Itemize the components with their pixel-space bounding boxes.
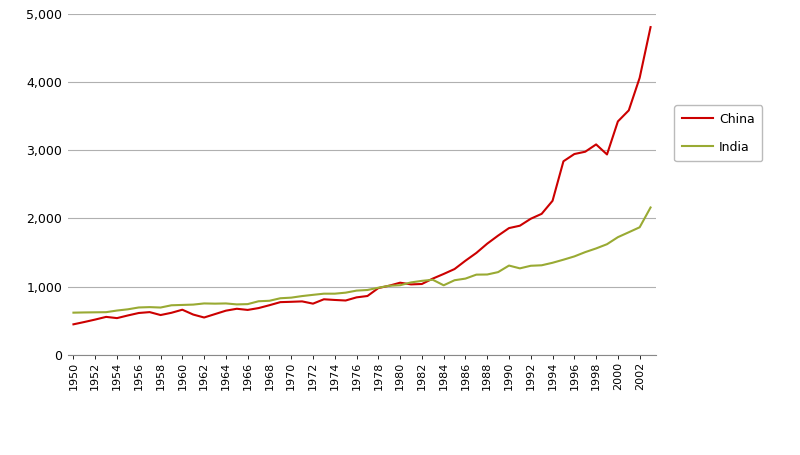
India (69, 310, 78, 315)
Legend: China, India: China, India (674, 105, 762, 161)
China (166, 310, 176, 315)
China (406, 282, 416, 287)
India (406, 280, 416, 285)
China (461, 258, 470, 263)
India (417, 278, 426, 283)
China (69, 322, 78, 327)
China (385, 283, 394, 288)
China (286, 299, 296, 304)
China (417, 281, 426, 287)
India (461, 276, 470, 281)
China (646, 25, 655, 30)
India (385, 283, 394, 288)
India (646, 205, 655, 210)
India (166, 303, 176, 308)
India (286, 295, 296, 300)
Line: India: India (74, 207, 650, 313)
Line: China: China (74, 27, 650, 324)
